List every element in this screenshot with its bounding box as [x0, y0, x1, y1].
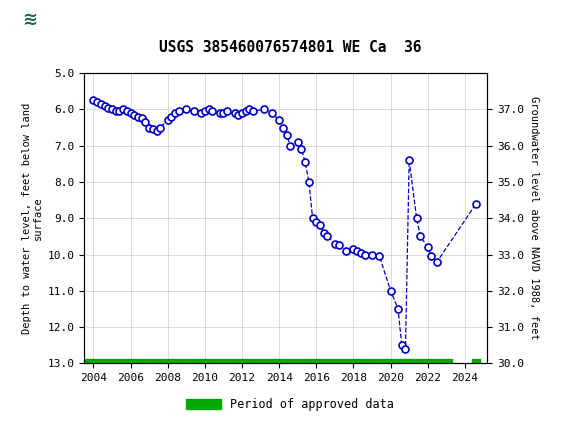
Text: USGS 385460076574801 WE Ca  36: USGS 385460076574801 WE Ca 36: [159, 40, 421, 55]
Y-axis label: Depth to water level, feet below land
surface: Depth to water level, feet below land su…: [21, 103, 44, 334]
Text: USGS: USGS: [67, 11, 122, 29]
Y-axis label: Groundwater level above NAVD 1988, feet: Groundwater level above NAVD 1988, feet: [530, 96, 539, 340]
Legend: Period of approved data: Period of approved data: [181, 393, 399, 416]
Bar: [5, 3, 54, 37]
Text: ≋: ≋: [23, 11, 38, 29]
